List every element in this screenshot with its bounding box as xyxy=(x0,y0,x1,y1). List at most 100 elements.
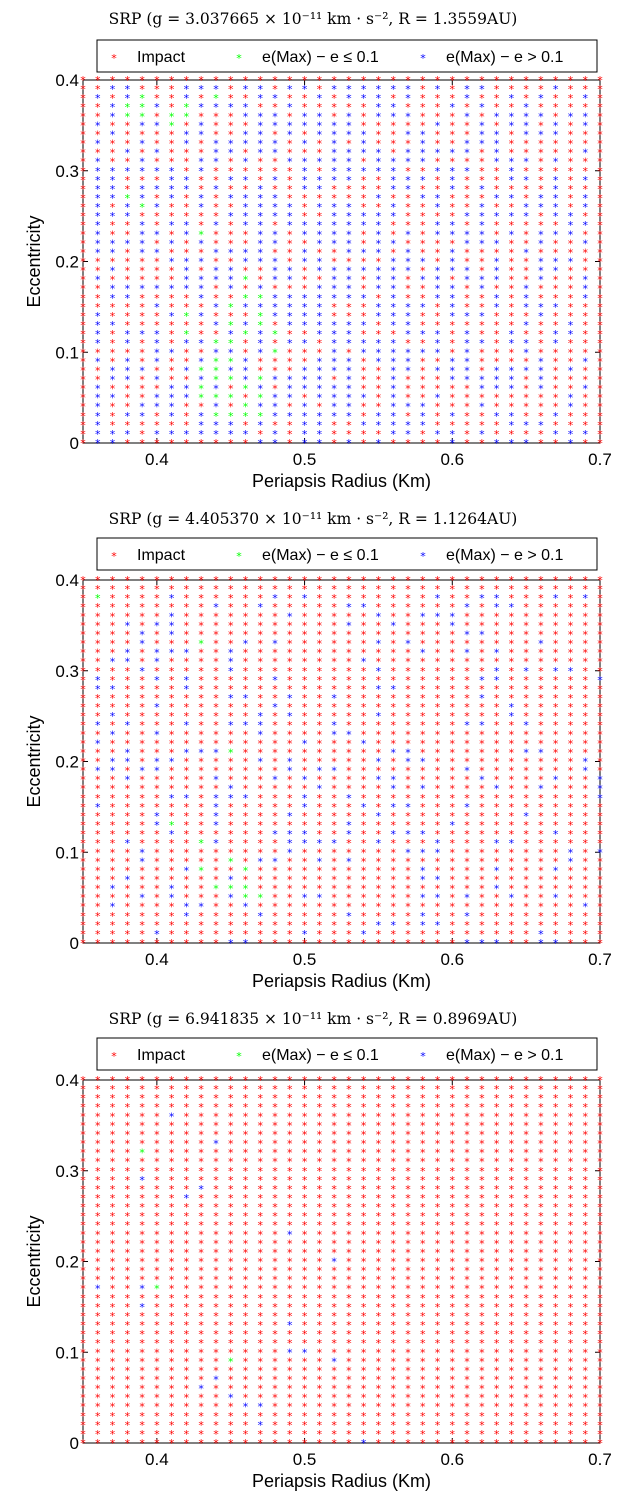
impact-point: * xyxy=(198,737,204,750)
impact-point: * xyxy=(420,592,426,605)
emax-gt-point: * xyxy=(376,310,382,323)
impact-point: * xyxy=(198,855,204,868)
impact-point: * xyxy=(435,1419,441,1432)
impact-point: * xyxy=(376,1274,382,1287)
impact-point: * xyxy=(597,410,603,423)
emax-gt-point: * xyxy=(346,728,352,741)
impact-point: * xyxy=(125,1410,131,1423)
impact-point: * xyxy=(228,1210,234,1223)
impact-point: * xyxy=(331,674,337,687)
impact-point: * xyxy=(302,1138,308,1151)
impact-point: * xyxy=(95,1256,101,1269)
impact-point: * xyxy=(272,1310,278,1323)
impact-point: * xyxy=(302,601,308,614)
emax-le-point: * xyxy=(243,328,249,341)
impact-point: * xyxy=(154,419,160,432)
impact-point: * xyxy=(509,846,515,859)
impact-point: * xyxy=(80,774,86,787)
impact-point: * xyxy=(139,1119,145,1132)
impact-point: * xyxy=(523,74,529,87)
impact-point: * xyxy=(597,647,603,660)
impact-point: * xyxy=(597,319,603,332)
impact-point: * xyxy=(568,174,574,187)
impact-point: * xyxy=(553,765,559,778)
impact-point: * xyxy=(154,1274,160,1287)
impact-point: * xyxy=(258,1355,264,1368)
impact-point: * xyxy=(302,910,308,923)
impact-point: * xyxy=(568,873,574,886)
impact-point: * xyxy=(80,183,86,196)
impact-point: * xyxy=(420,765,426,778)
impact-point: * xyxy=(258,1101,264,1114)
legend-label: e(Max) − e > 0.1 xyxy=(446,547,563,564)
impact-point: * xyxy=(184,1383,190,1396)
impact-point: * xyxy=(80,665,86,678)
impact-point: * xyxy=(213,283,219,296)
impact-point: * xyxy=(184,1283,190,1296)
impact-point: * xyxy=(435,855,441,868)
impact-point: * xyxy=(198,828,204,841)
emax-gt-point: * xyxy=(154,246,160,259)
impact-point: * xyxy=(390,1174,396,1187)
impact-point: * xyxy=(597,801,603,814)
impact-point: * xyxy=(258,1147,264,1160)
impact-point: * xyxy=(272,583,278,596)
impact-point: * xyxy=(538,873,544,886)
emax-gt-point: * xyxy=(110,656,116,669)
impact-point: * xyxy=(538,601,544,614)
emax-gt-point: * xyxy=(435,328,441,341)
impact-point: * xyxy=(523,355,529,368)
impact-point: * xyxy=(523,1156,529,1169)
impact-point: * xyxy=(582,1192,588,1205)
emax-gt-point: * xyxy=(538,128,544,141)
impact-point: * xyxy=(331,1183,337,1196)
impact-point: * xyxy=(213,701,219,714)
impact-point: * xyxy=(435,792,441,805)
impact-point: * xyxy=(361,710,367,723)
emax-gt-point: * xyxy=(169,392,175,405)
impact-point: * xyxy=(376,628,382,641)
impact-point: * xyxy=(95,1147,101,1160)
emax-gt-point: * xyxy=(361,165,367,178)
impact-point: * xyxy=(390,656,396,669)
emax-gt-point: * xyxy=(390,101,396,114)
emax-gt-point: * xyxy=(331,337,337,350)
emax-gt-point: * xyxy=(258,147,264,160)
impact-point: * xyxy=(568,910,574,923)
impact-point: * xyxy=(597,419,603,432)
impact-point: * xyxy=(272,1228,278,1241)
impact-point: * xyxy=(538,74,544,87)
impact-point: * xyxy=(213,1147,219,1160)
emax-gt-point: * xyxy=(568,110,574,123)
impact-point: * xyxy=(420,1364,426,1377)
legend-label: Impact xyxy=(137,547,186,564)
emax-gt-point: * xyxy=(479,310,485,323)
impact-point: * xyxy=(405,138,411,151)
emax-gt-point: * xyxy=(95,319,101,332)
emax-gt-point: * xyxy=(198,292,204,305)
emax-gt-point: * xyxy=(346,156,352,169)
impact-point: * xyxy=(154,864,160,877)
emax-gt-point: * xyxy=(125,410,131,423)
emax-gt-point: * xyxy=(258,237,264,250)
impact-point: * xyxy=(376,201,382,214)
impact-point: * xyxy=(272,165,278,178)
impact-point: * xyxy=(154,710,160,723)
impact-point: * xyxy=(272,1337,278,1350)
emax-le-point: * xyxy=(184,110,190,123)
emax-le-point: * xyxy=(139,110,145,123)
impact-point: * xyxy=(420,1138,426,1151)
impact-point: * xyxy=(597,837,603,850)
impact-point: * xyxy=(243,1165,249,1178)
impact-point: * xyxy=(494,219,500,232)
impact-point: * xyxy=(538,1101,544,1114)
impact-point: * xyxy=(523,628,529,641)
impact-point: * xyxy=(346,901,352,914)
impact-point: * xyxy=(287,147,293,160)
impact-point: * xyxy=(331,1083,337,1096)
impact-point: * xyxy=(420,837,426,850)
impact-point: * xyxy=(346,1083,352,1096)
impact-point: * xyxy=(243,873,249,886)
impact-point: * xyxy=(568,628,574,641)
impact-point: * xyxy=(80,392,86,405)
